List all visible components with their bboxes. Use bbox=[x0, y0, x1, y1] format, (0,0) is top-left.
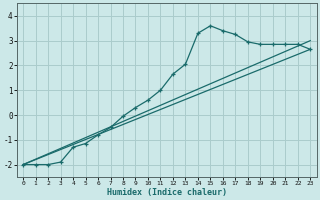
X-axis label: Humidex (Indice chaleur): Humidex (Indice chaleur) bbox=[107, 188, 227, 197]
